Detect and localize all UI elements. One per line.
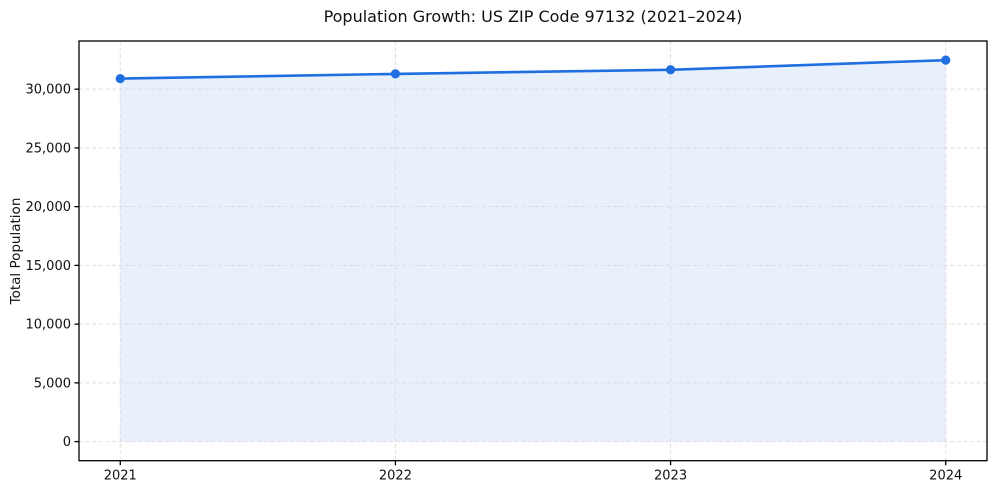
y-axis-label: Total Population — [8, 198, 24, 306]
y-tick-label: 20,000 — [26, 200, 72, 215]
tick-label-layer: 0 5,000 10,000 15,000 20,000 25,000 30,000 2021… — [26, 83, 963, 484]
x-tick-label: 2023 — [654, 469, 687, 484]
data-point — [941, 55, 951, 65]
area-fill — [120, 60, 946, 442]
x-tick-label: 2022 — [379, 469, 412, 484]
data-line-layer — [118, 58, 948, 80]
area-fill-layer — [120, 60, 946, 442]
data-point — [665, 65, 676, 75]
chart-title: Population Growth: US ZIP Code 97132 (20… — [324, 7, 743, 26]
y-tick-label: 25,000 — [26, 141, 72, 156]
x-tick-label: 2024 — [929, 469, 962, 484]
y-tick-label: 5,000 — [34, 376, 71, 391]
data-point — [115, 73, 125, 84]
population-line — [118, 58, 948, 80]
y-tick-label: 10,000 — [26, 318, 72, 333]
x-tick-label: 2021 — [104, 469, 137, 484]
data-point — [390, 69, 401, 79]
plot-border — [78, 40, 988, 462]
axes-layer — [74, 40, 988, 466]
y-tick-label: 15,000 — [26, 259, 72, 274]
gridline-layer — [79, 41, 987, 461]
y-tick-label: 30,000 — [26, 83, 72, 98]
data-point-layer — [115, 55, 951, 84]
y-tick-label: 0 — [63, 435, 71, 450]
